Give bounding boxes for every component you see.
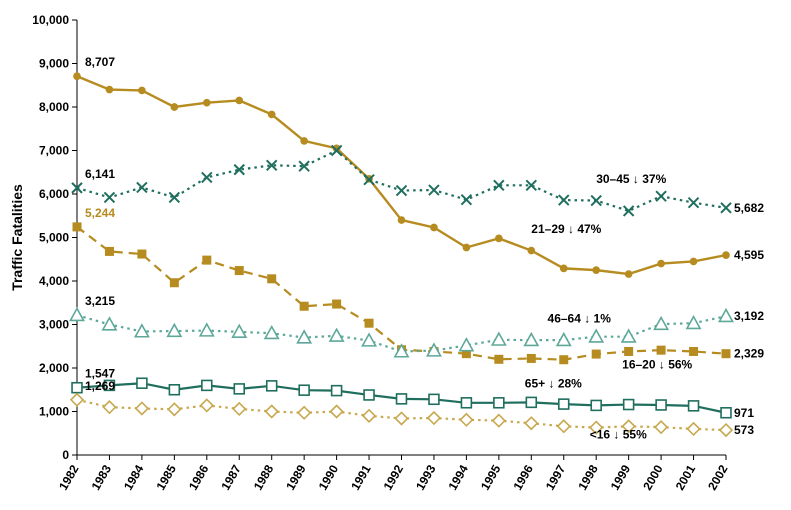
series-callout: 21–29 ↓ 47%: [531, 222, 601, 236]
series-callout: 30–45 ↓ 37%: [596, 172, 666, 186]
series-callout: 16–20 ↓ 56%: [622, 357, 692, 371]
series-start-label: 8,707: [85, 55, 115, 69]
series-end-label: 4,595: [734, 248, 764, 262]
chart-svg: 0 1,000 2,000 3,000 4,000 5,000 6,000 7,000 8,00…: [0, 0, 791, 510]
y-tick-label: 5,000: [39, 231, 69, 245]
series-callout: 65+ ↓ 28%: [525, 377, 582, 391]
y-tick-label: 8,000: [39, 100, 69, 114]
y-tick-label: 9,000: [39, 57, 69, 71]
series-start-label: 6,141: [85, 167, 115, 181]
y-tick-label: 6,000: [39, 187, 69, 201]
series-end-label: 573: [734, 423, 754, 437]
y-axis-label: Traffic Fatalities: [9, 184, 25, 291]
y-tick-label: 4,000: [39, 274, 69, 288]
y-tick-label: 3,000: [39, 318, 69, 332]
series-start-label: 1,269: [85, 379, 115, 393]
series-start-label: 5,244: [85, 206, 115, 220]
series-start-label: 3,215: [85, 294, 115, 308]
y-tick-label: 2,000: [39, 361, 69, 375]
y-tick-label: 10,000: [32, 13, 69, 27]
series-end-label: 2,329: [734, 347, 764, 361]
y-tick-label: 1,000: [39, 405, 69, 419]
series-end-label: 3,192: [734, 309, 764, 323]
series-end-label: 971: [734, 406, 754, 420]
y-tick-label: 0: [62, 448, 69, 462]
series-callout: 46–64 ↓ 1%: [548, 311, 612, 325]
series-end-label: 5,682: [734, 201, 764, 215]
series-callout: <16 ↓ 55%: [590, 427, 647, 441]
traffic-fatalities-chart: { "chart": { "type": "line", "width": 79…: [0, 0, 791, 510]
y-tick-label: 7,000: [39, 144, 69, 158]
